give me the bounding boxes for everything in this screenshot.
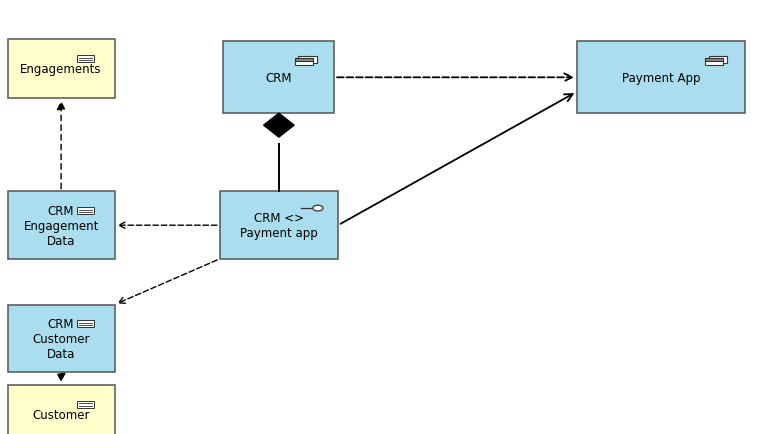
Circle shape [312, 206, 323, 211]
Bar [705, 59, 724, 66]
Bar [77, 207, 95, 215]
Text: CRM
Engagement
Data: CRM Engagement Data [24, 204, 99, 247]
Bar [295, 59, 312, 66]
Text: Payment App: Payment App [622, 72, 700, 85]
Bar [8, 385, 115, 434]
Polygon shape [264, 114, 294, 138]
Bar [299, 56, 316, 64]
Text: CRM
Customer
Data: CRM Customer Data [32, 317, 90, 360]
Bar [295, 59, 312, 61]
Bar [77, 401, 95, 408]
Text: Engagements: Engagements [21, 63, 102, 76]
Bar [220, 192, 338, 259]
Text: CRM <>
Payment app: CRM <> Payment app [240, 212, 318, 240]
Bar [8, 192, 115, 259]
Bar [705, 59, 724, 61]
Text: Customer: Customer [32, 408, 90, 421]
Bar [8, 305, 115, 372]
Text: CRM: CRM [266, 72, 292, 85]
Bar [77, 56, 95, 63]
Bar [709, 56, 727, 64]
Bar [8, 40, 115, 99]
Bar [577, 42, 745, 114]
Bar [77, 320, 95, 327]
Bar [224, 42, 335, 114]
